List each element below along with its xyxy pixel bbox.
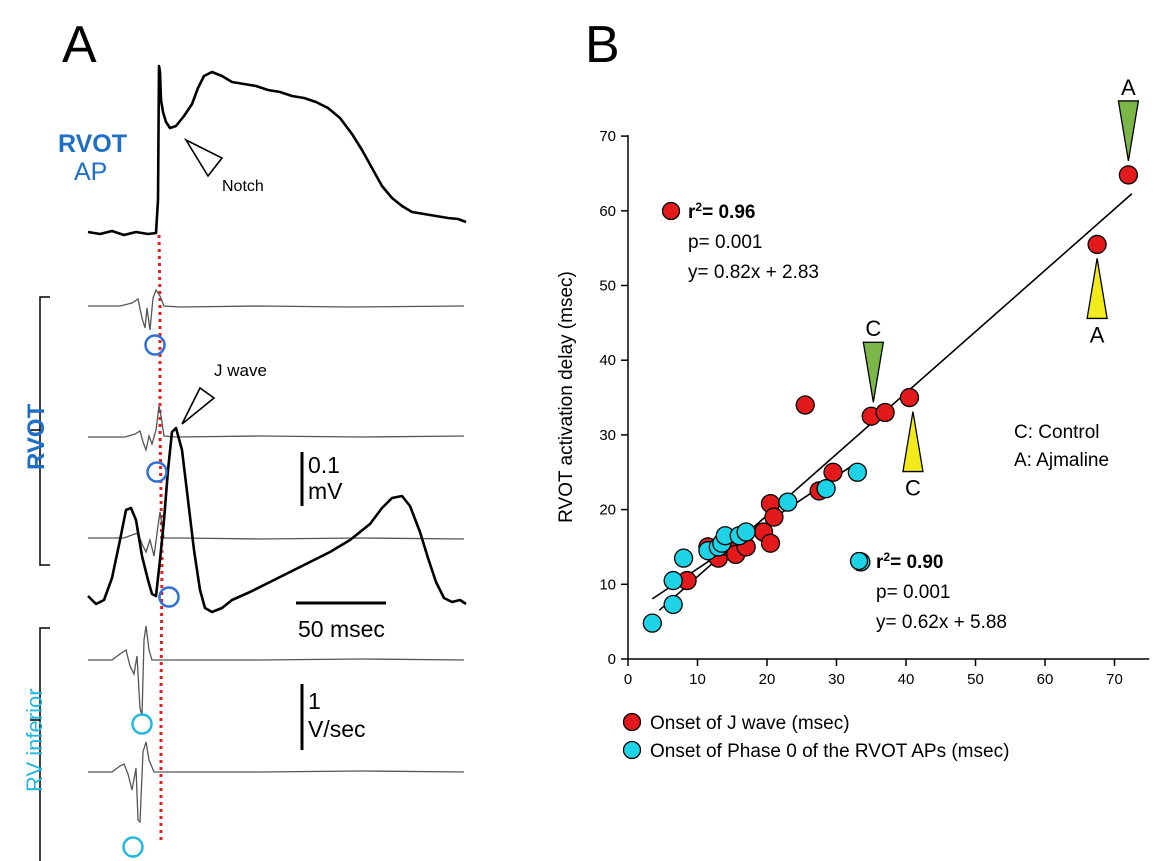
rvot-group-label: RVOT bbox=[23, 403, 50, 470]
j-wave-label: J wave bbox=[214, 361, 267, 380]
scale-time-label: 50 msec bbox=[298, 616, 385, 642]
stats-cyan-marker bbox=[849, 551, 869, 571]
rvot-activation-circle-3 bbox=[158, 586, 180, 608]
j-wave-trace bbox=[87, 426, 467, 614]
j-wave-point bbox=[764, 507, 784, 527]
panel-b-letter: B bbox=[585, 16, 620, 74]
activation-marker-line bbox=[157, 234, 164, 843]
phase0-point bbox=[736, 522, 756, 542]
arrow-label-c: C bbox=[905, 476, 921, 501]
legend-marker-j-wave bbox=[622, 712, 642, 732]
y-tick-label: 50 bbox=[599, 278, 616, 295]
panel-a: A RVOT AP Notch RVOT J wave 0.1 mV 50 bbox=[22, 16, 467, 861]
rvot-activation-circle-2 bbox=[146, 461, 168, 483]
x-tick-label: 40 bbox=[898, 671, 915, 688]
x-tick-label: 30 bbox=[828, 671, 845, 688]
phase0-point bbox=[663, 570, 683, 591]
x-tick-label: 70 bbox=[1106, 671, 1123, 688]
stats-cyan-r2: r2= 0.90 bbox=[876, 550, 943, 573]
phase0-point bbox=[663, 594, 683, 615]
chart-axes: 0 10 20 30 40 50 60 70 0 10 20 30 40 50 60 70 bbox=[599, 128, 1150, 688]
legend-label-j-wave: Onset of J wave (msec) bbox=[650, 713, 850, 734]
panel-a-letter: A bbox=[62, 16, 97, 74]
stats-red-p: p= 0.001 bbox=[688, 232, 763, 253]
rvot-electrogram-2 bbox=[88, 405, 465, 453]
rvot-electrogram-1 bbox=[88, 288, 465, 331]
rv-inferior-activation-circle-1 bbox=[131, 713, 153, 735]
phase0-point bbox=[847, 462, 867, 482]
notch-arrow bbox=[183, 138, 224, 178]
rvot-action-potential-trace bbox=[87, 64, 467, 237]
arrow-a-below bbox=[1086, 258, 1108, 320]
j-wave-point bbox=[875, 402, 895, 423]
y-axis-label: RVOT activation delay (msec) bbox=[556, 271, 577, 523]
y-tick-label: 10 bbox=[599, 576, 616, 593]
arrow-label-a: A bbox=[1090, 322, 1105, 347]
stats-red-equation: y= 0.82x + 2.83 bbox=[688, 262, 819, 283]
j-wave-point bbox=[823, 462, 843, 482]
y-tick-label: 20 bbox=[599, 502, 616, 519]
j-wave-arrow bbox=[181, 386, 216, 425]
key-ajmaline: A: Ajmaline bbox=[1014, 450, 1109, 471]
j-wave-point bbox=[899, 387, 920, 408]
rvot-bracket bbox=[30, 296, 50, 566]
rvot-ap-label-bold: RVOT bbox=[58, 130, 127, 158]
y-tick-label: 70 bbox=[599, 128, 616, 145]
treatment-arrows: C C A A bbox=[862, 75, 1140, 501]
scale-mv-unit: mV bbox=[308, 478, 343, 504]
arrow-c-above bbox=[862, 341, 885, 403]
x-tick-label: 60 bbox=[1037, 671, 1054, 688]
scale-vsec-unit: V/sec bbox=[308, 716, 366, 742]
legend: Onset of J wave (msec) Onset of Phase 0 … bbox=[622, 712, 1009, 762]
x-tick-label: 50 bbox=[967, 671, 984, 688]
arrow-a-above bbox=[1117, 100, 1140, 162]
j-wave-point bbox=[1087, 234, 1107, 255]
rvot-ap-label: AP bbox=[74, 158, 107, 186]
key-control: C: Control bbox=[1014, 422, 1100, 443]
stats-cyan-p: p= 0.001 bbox=[876, 582, 951, 603]
legend-label-phase0: Onset of Phase 0 of the RVOT APs (msec) bbox=[650, 741, 1009, 762]
phase0-point bbox=[778, 492, 798, 512]
rv-inferior-bracket bbox=[30, 627, 50, 861]
j-wave-point bbox=[1118, 165, 1139, 185]
x-tick-label: 10 bbox=[689, 671, 706, 688]
j-wave-point bbox=[760, 533, 781, 553]
scale-mv-value: 0.1 bbox=[308, 452, 340, 478]
data-points bbox=[642, 165, 1139, 633]
phase0-point bbox=[816, 479, 836, 499]
arrow-label-c: C bbox=[865, 316, 881, 341]
scale-vsec-value: 1 bbox=[308, 688, 321, 714]
rv-inferior-electrogram-1 bbox=[88, 625, 465, 717]
stats-red-marker bbox=[661, 201, 681, 221]
y-tick-label: 40 bbox=[599, 352, 616, 369]
phase0-point bbox=[673, 548, 694, 568]
legend-marker-phase0 bbox=[622, 740, 642, 760]
panel-b: B RVOT activation delay (msec) 0 10 20 30 40… bbox=[556, 16, 1150, 762]
rv-inferior-activation-circle-2 bbox=[122, 836, 144, 858]
rvot-activation-circle-1 bbox=[144, 334, 166, 356]
rv-inferior-group-label: RV inferior bbox=[22, 688, 47, 792]
y-tick-label: 30 bbox=[599, 427, 616, 444]
notch-label: Notch bbox=[222, 178, 264, 195]
phase0-point bbox=[642, 613, 662, 633]
arrow-c-below bbox=[902, 411, 924, 473]
rv-inferior-electrogram-2 bbox=[88, 741, 465, 824]
j-wave-point bbox=[795, 395, 815, 415]
stats-cyan-equation: y= 0.62x + 5.88 bbox=[876, 612, 1007, 633]
y-tick-label: 0 bbox=[608, 651, 616, 668]
arrow-label-a: A bbox=[1121, 75, 1136, 100]
rvot-electrogram-3 bbox=[88, 511, 465, 557]
x-tick-label: 0 bbox=[624, 671, 632, 688]
y-tick-label: 60 bbox=[599, 203, 616, 220]
stats-red-r2: r2= 0.96 bbox=[688, 200, 755, 223]
x-tick-label: 20 bbox=[759, 671, 776, 688]
